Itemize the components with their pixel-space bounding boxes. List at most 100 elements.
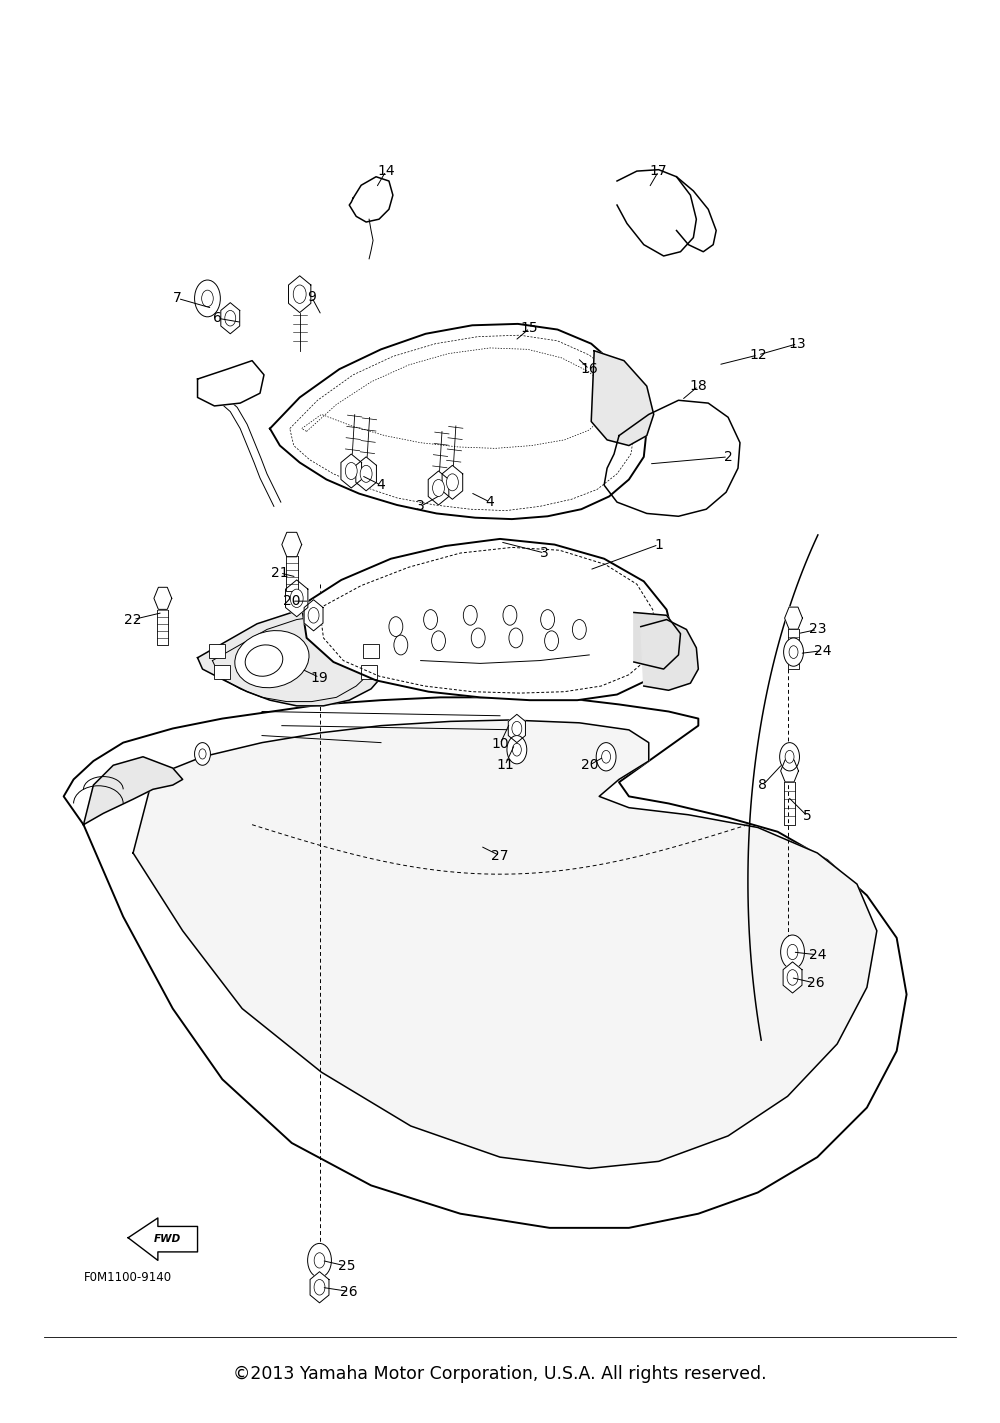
Text: FWD: FWD [154,1234,181,1244]
Polygon shape [154,588,172,609]
Circle shape [314,1252,325,1268]
Circle shape [784,638,803,666]
Circle shape [195,743,210,766]
Polygon shape [442,465,463,499]
Text: 13: 13 [789,337,806,350]
Circle shape [463,605,477,625]
Circle shape [512,743,521,756]
Circle shape [345,462,357,480]
Polygon shape [341,454,362,488]
Polygon shape [128,1218,198,1261]
Circle shape [509,628,523,647]
Polygon shape [282,532,302,556]
Ellipse shape [245,645,283,676]
Text: 20: 20 [580,758,598,773]
Circle shape [293,285,306,303]
Circle shape [389,616,403,636]
Circle shape [433,480,444,497]
Circle shape [424,609,438,629]
Text: 3: 3 [416,499,425,514]
Circle shape [202,290,213,307]
Polygon shape [641,619,698,690]
Polygon shape [677,176,716,252]
Bar [209,643,225,657]
Circle shape [394,635,408,655]
Text: 9: 9 [307,290,316,305]
Text: 24: 24 [809,948,826,962]
Bar [361,665,377,679]
Text: 4: 4 [377,478,385,492]
Text: 25: 25 [338,1259,355,1274]
Circle shape [789,646,798,659]
Polygon shape [604,400,740,517]
Text: 23: 23 [809,622,826,636]
Text: 15: 15 [521,322,539,336]
Text: 7: 7 [173,292,182,306]
Circle shape [360,465,372,482]
Circle shape [195,280,220,317]
Polygon shape [64,697,907,1228]
Polygon shape [221,303,240,334]
Text: 24: 24 [814,643,831,657]
Circle shape [787,945,798,959]
Polygon shape [270,324,647,519]
Circle shape [308,1244,331,1278]
Polygon shape [84,757,183,825]
Circle shape [507,736,527,764]
Circle shape [596,743,616,771]
Text: 26: 26 [807,976,824,990]
Polygon shape [634,612,680,669]
Circle shape [780,743,799,771]
Polygon shape [617,169,696,256]
Circle shape [602,750,611,763]
Polygon shape [133,720,877,1168]
Circle shape [199,748,206,758]
Text: 17: 17 [650,164,667,178]
Text: 11: 11 [496,758,514,773]
Text: 26: 26 [340,1285,358,1299]
Circle shape [541,609,555,629]
Circle shape [781,935,804,969]
Circle shape [432,630,445,650]
Circle shape [572,619,586,639]
Polygon shape [286,581,308,616]
Polygon shape [302,539,674,700]
Text: 14: 14 [377,164,395,178]
Bar [214,665,230,679]
Circle shape [471,628,485,647]
Text: 5: 5 [803,810,812,822]
Circle shape [512,721,522,736]
Circle shape [225,310,236,326]
Circle shape [446,474,458,491]
Polygon shape [304,599,323,630]
Text: 18: 18 [689,379,707,393]
Circle shape [503,605,517,625]
Text: ©2013 Yamaha Motor Corporation, U.S.A. All rights reserved.: ©2013 Yamaha Motor Corporation, U.S.A. A… [233,1365,767,1383]
Text: 8: 8 [758,778,767,793]
Polygon shape [198,360,264,406]
Polygon shape [785,608,802,629]
Polygon shape [349,176,393,222]
Ellipse shape [235,630,309,687]
Bar [363,643,379,657]
Text: F0M1100-9140: F0M1100-9140 [84,1271,172,1284]
Text: 2: 2 [724,450,732,464]
Circle shape [290,589,303,608]
Polygon shape [508,714,525,743]
Polygon shape [591,350,654,445]
Polygon shape [356,457,376,491]
Text: 6: 6 [213,312,222,326]
Polygon shape [310,1272,329,1303]
Text: 27: 27 [491,848,509,862]
Polygon shape [781,760,798,783]
Polygon shape [289,276,311,313]
Circle shape [785,750,794,763]
Text: 1: 1 [654,538,663,552]
Text: 16: 16 [580,361,598,376]
Polygon shape [783,962,802,993]
Text: 21: 21 [271,566,289,579]
Polygon shape [428,471,449,505]
Text: 12: 12 [749,349,767,361]
Polygon shape [198,609,391,706]
Text: 3: 3 [540,546,549,561]
